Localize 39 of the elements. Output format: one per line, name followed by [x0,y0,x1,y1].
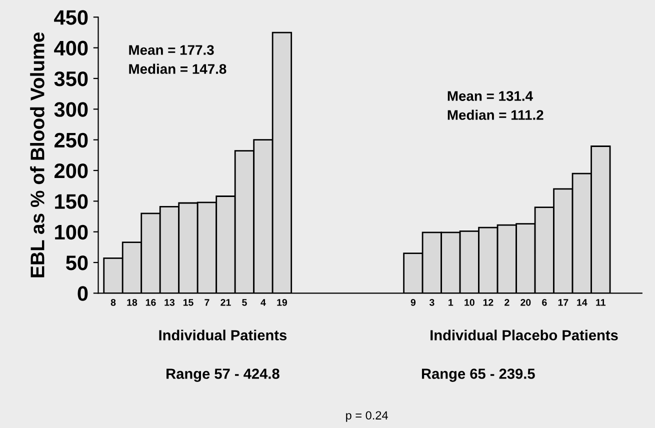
x-tick-label: 21 [220,298,231,306]
y-tick-label: 0 [78,286,88,301]
annotation: Mean = 131.4 Median = 111.2 [448,91,544,120]
x-tick-label: 1 [448,299,454,306]
y-tick-label: 50 [66,256,88,270]
x-tick-label: 2 [504,298,510,306]
x-tick-label: 7 [204,299,210,306]
x-tick-label: 19 [277,298,288,306]
x-tick-label: 3 [429,298,434,306]
y-tick-label: 350 [54,71,88,86]
x-tick-label: 12 [483,298,494,306]
text: Range 65 - 239.5 [422,368,535,382]
y-tick-label: 300 [54,102,88,117]
y-axis-title: EBL as % of Blood Volume [30,32,44,278]
x-tick-label: 4 [260,299,266,306]
y-tick-label: 150 [55,194,88,209]
x-tick-label: 20 [520,298,531,306]
x-tick-label: 9 [410,298,416,306]
text: p = 0.24 [346,411,388,422]
y-tick-label: 400 [54,40,88,56]
x-tick-label: 10 [464,298,474,306]
x-tick-label: 11 [596,299,606,306]
x-tick-label: 15 [183,299,194,306]
x-tick-label: 5 [242,299,247,306]
y-tick-label: 100 [55,224,88,240]
x-tick-label: 6 [542,298,547,306]
y-tick-label: 450 [54,10,88,25]
x-tick-label: 17 [558,299,568,306]
x-tick-label: 16 [146,298,156,306]
y-tick-label: 250 [54,132,88,148]
x-tick-label: 14 [577,299,588,306]
text: Individual Patients [159,330,287,340]
x-tick-label: 8 [110,298,116,306]
x-tick-label: 18 [127,298,138,306]
y-tick-label: 200 [54,163,88,178]
text: Individual Placebo Patients [430,330,618,340]
x-tick-label: 13 [164,298,175,306]
annotation: Mean = 177.3 Median = 147.8 [129,45,226,74]
text: Range 57 - 424.8 [166,368,280,382]
